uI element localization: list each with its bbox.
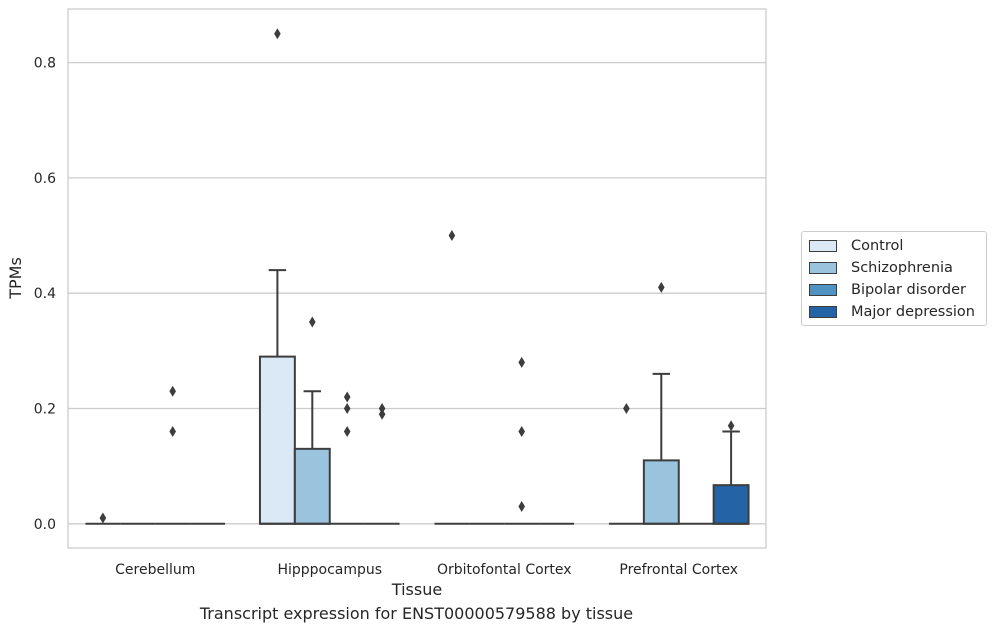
legend-swatch-major-depression xyxy=(809,306,837,318)
legend-item-control: Control xyxy=(809,236,903,256)
y-tick-label-4: 0.8 xyxy=(34,56,56,72)
legend-label-major-depression: Major depression xyxy=(851,304,975,320)
outlier-point-1-0-0 xyxy=(274,28,281,40)
outlier-point-2-0-0 xyxy=(448,230,456,242)
outlier-point-1-2-2 xyxy=(343,426,351,438)
x-tick-label-1: Hipppocampus xyxy=(277,562,382,578)
outlier-point-1-2-0 xyxy=(343,391,351,403)
y-tick-label-1: 0.2 xyxy=(34,401,56,417)
legend-item-major-depression: Major depression xyxy=(809,302,975,322)
x-tick-label-3: Prefrontal Cortex xyxy=(619,562,738,578)
box-2-2 xyxy=(504,356,540,525)
outlier-point-0-2-0 xyxy=(169,385,176,397)
outlier-point-3-0-0 xyxy=(623,402,630,414)
y-axis-ticks: 0.0 0.2 0.4 0.6 0.8 xyxy=(34,56,56,533)
box-3-3 xyxy=(712,420,750,525)
box-1-0 xyxy=(258,28,296,525)
box-2-0 xyxy=(434,230,470,525)
outlier-point-1-3-1 xyxy=(378,408,386,420)
box-3-0 xyxy=(608,402,644,525)
box-body-3-3 xyxy=(712,484,750,525)
chart-caption: Transcript expression for ENST0000057958… xyxy=(199,604,634,623)
legend-label-control: Control xyxy=(851,238,904,254)
outlier-point-0-0-0 xyxy=(99,512,107,524)
x-axis-label: Tissue xyxy=(391,580,442,599)
legend-item-schizophrenia: Schizophrenia xyxy=(809,258,953,278)
box-1-2 xyxy=(329,391,365,525)
y-tick-label-0: 0.0 xyxy=(34,517,56,533)
x-axis-ticks: Cerebellum Hipppocampus Orbitofontal Corte… xyxy=(115,562,738,578)
outlier-point-2-2-1 xyxy=(518,426,525,438)
x-tick-label-2: Orbitofontal Cortex xyxy=(437,562,572,578)
box-body-1-1 xyxy=(293,447,331,525)
legend-swatch-schizophrenia xyxy=(809,262,837,274)
legend-swatch-control xyxy=(809,240,837,252)
legend-label-bipolar-disorder: Bipolar disorder xyxy=(851,282,966,298)
outlier-point-1-2-1 xyxy=(343,402,351,414)
plot-frame xyxy=(67,8,767,549)
outlier-point-2-2-2 xyxy=(518,500,525,512)
box-0-0 xyxy=(85,512,121,525)
box-body-3-1 xyxy=(642,459,680,525)
y-tick-label-2: 0.4 xyxy=(34,286,56,302)
box-1-3 xyxy=(364,402,400,525)
box-3-1 xyxy=(642,281,680,525)
box-body-1-0 xyxy=(258,355,296,525)
legend-swatch-bipolar-disorder xyxy=(809,284,837,296)
box-0-2 xyxy=(155,385,191,525)
legend-item-bipolar-disorder: Bipolar disorder xyxy=(809,280,966,300)
outlier-point-2-2-0 xyxy=(518,356,525,368)
y-axis-label: TPMs xyxy=(6,257,25,300)
outlier-point-0-2-1 xyxy=(169,426,176,438)
outlier-point-3-1-0 xyxy=(658,281,665,293)
y-tick-label-3: 0.6 xyxy=(34,171,56,187)
legend-label-schizophrenia: Schizophrenia xyxy=(851,260,953,276)
box-marks xyxy=(85,28,750,525)
x-tick-label-0: Cerebellum xyxy=(115,562,195,578)
outlier-point-3-3-0 xyxy=(727,420,735,432)
legend: Control Schizophrenia Bipolar disorder M… xyxy=(801,231,987,326)
outlier-point-1-3-0 xyxy=(378,402,386,414)
outlier-point-1-1-0 xyxy=(309,316,316,328)
box-1-1 xyxy=(293,316,331,525)
